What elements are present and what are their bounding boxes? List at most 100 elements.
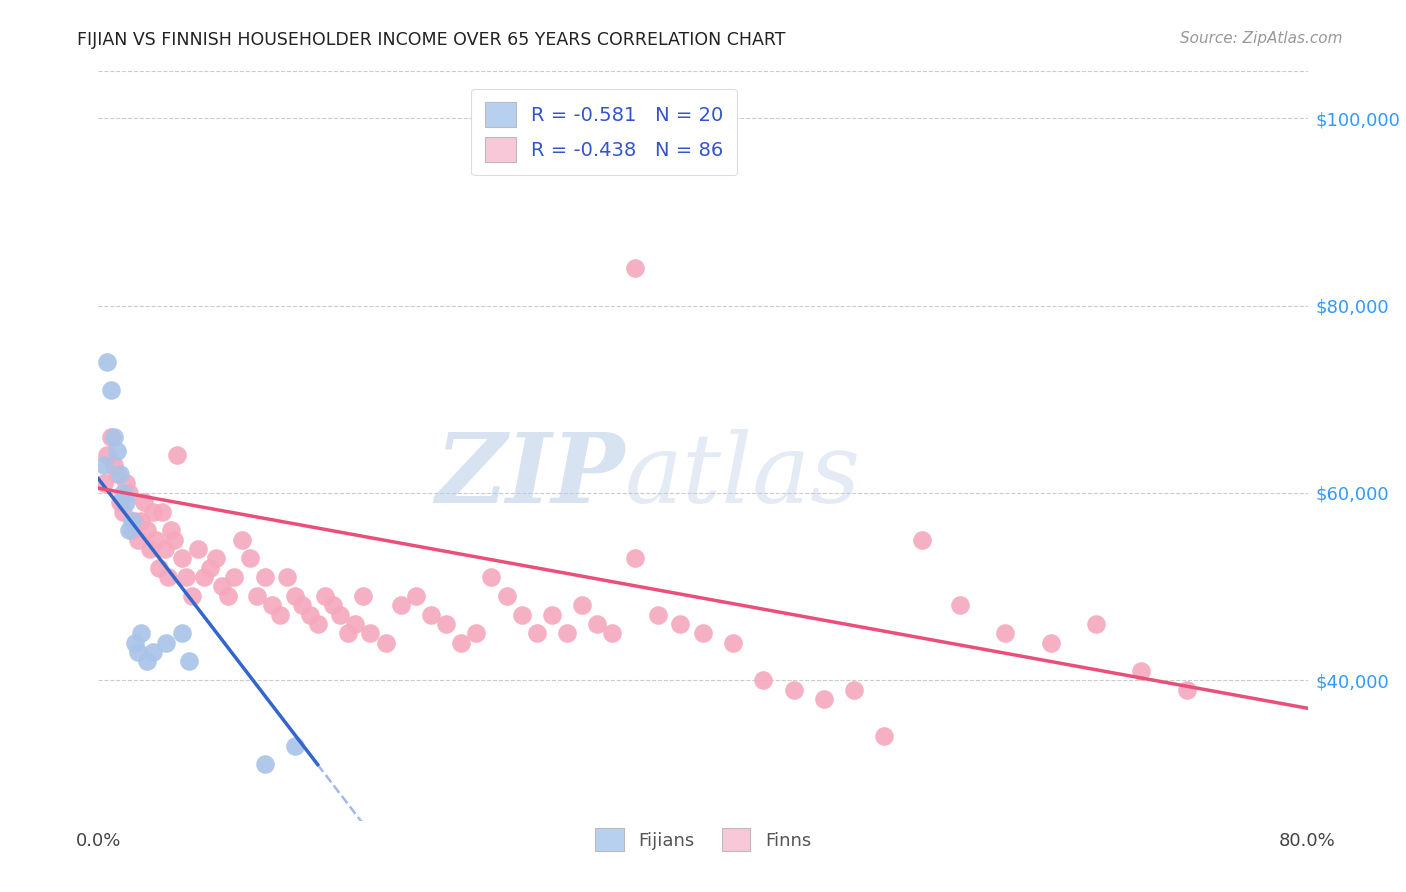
Point xyxy=(374,635,396,649)
Point xyxy=(166,449,188,463)
Point xyxy=(170,626,193,640)
Point xyxy=(156,570,179,584)
Point xyxy=(481,570,503,584)
Point xyxy=(108,495,131,509)
Point xyxy=(669,617,692,632)
Point xyxy=(571,599,593,613)
Point xyxy=(105,443,128,458)
Point xyxy=(344,617,367,632)
Point xyxy=(307,617,329,632)
Point xyxy=(246,589,269,603)
Point xyxy=(205,551,228,566)
Point xyxy=(114,476,136,491)
Point xyxy=(139,542,162,557)
Point xyxy=(262,599,284,613)
Text: Source: ZipAtlas.com: Source: ZipAtlas.com xyxy=(1180,31,1343,46)
Point xyxy=(624,551,647,566)
Point xyxy=(253,570,276,584)
Point xyxy=(465,626,488,640)
Point xyxy=(526,626,548,640)
Point xyxy=(692,626,714,640)
Point xyxy=(111,505,134,519)
Point xyxy=(352,589,374,603)
Point xyxy=(96,449,118,463)
Point xyxy=(153,542,176,557)
Point xyxy=(284,739,307,753)
Legend: R = -0.581   N = 20, R = -0.438   N = 86: R = -0.581 N = 20, R = -0.438 N = 86 xyxy=(471,88,737,176)
Point xyxy=(299,607,322,622)
Point xyxy=(200,561,222,575)
Point xyxy=(752,673,775,688)
Point xyxy=(187,542,209,557)
Point xyxy=(949,599,972,613)
Point xyxy=(314,589,336,603)
Point xyxy=(127,645,149,659)
Point xyxy=(253,757,276,772)
Point xyxy=(1039,635,1062,649)
Point xyxy=(329,607,352,622)
Point xyxy=(179,655,201,669)
Point xyxy=(994,626,1017,640)
Point xyxy=(145,533,167,547)
Point xyxy=(160,523,183,537)
Point xyxy=(723,635,745,649)
Point xyxy=(163,533,186,547)
Point xyxy=(93,476,115,491)
Point xyxy=(1175,682,1198,697)
Point xyxy=(434,617,457,632)
Point xyxy=(555,626,578,640)
Point xyxy=(121,514,143,528)
Point xyxy=(873,730,896,744)
Point xyxy=(389,599,412,613)
Point xyxy=(135,523,157,537)
Point xyxy=(181,589,204,603)
Point xyxy=(155,635,177,649)
Point xyxy=(813,692,835,706)
Point xyxy=(360,626,382,640)
Point xyxy=(1085,617,1108,632)
Point xyxy=(127,533,149,547)
Point xyxy=(420,607,443,622)
Point xyxy=(174,570,197,584)
Point xyxy=(911,533,934,547)
Point xyxy=(284,589,307,603)
Point xyxy=(93,458,115,472)
Text: ZIP: ZIP xyxy=(434,429,624,523)
Point xyxy=(100,430,122,444)
Point xyxy=(105,467,128,482)
Point xyxy=(148,561,170,575)
Text: FIJIAN VS FINNISH HOUSEHOLDER INCOME OVER 65 YEARS CORRELATION CHART: FIJIAN VS FINNISH HOUSEHOLDER INCOME OVE… xyxy=(77,31,786,49)
Point xyxy=(844,682,866,697)
Point xyxy=(276,570,298,584)
Point xyxy=(217,589,239,603)
Point xyxy=(783,682,806,697)
Point xyxy=(108,467,131,482)
Point xyxy=(586,617,609,632)
Point xyxy=(170,551,193,566)
Text: atlas: atlas xyxy=(624,429,860,523)
Point xyxy=(193,570,215,584)
Point xyxy=(495,589,517,603)
Point xyxy=(211,580,233,594)
Point xyxy=(224,570,246,584)
Point xyxy=(100,383,122,397)
Point xyxy=(510,607,533,622)
Point xyxy=(150,505,173,519)
Point xyxy=(231,533,253,547)
Point xyxy=(121,523,143,537)
Point xyxy=(450,635,472,649)
Point xyxy=(142,645,165,659)
Point xyxy=(135,655,157,669)
Point xyxy=(624,261,647,276)
Point xyxy=(647,607,669,622)
Point xyxy=(111,486,134,500)
Point xyxy=(96,355,118,369)
Point xyxy=(405,589,427,603)
Point xyxy=(142,505,165,519)
Point xyxy=(269,607,291,622)
Point xyxy=(118,523,141,537)
Point xyxy=(239,551,262,566)
Point xyxy=(114,495,136,509)
Point xyxy=(1130,664,1153,678)
Point xyxy=(103,430,125,444)
